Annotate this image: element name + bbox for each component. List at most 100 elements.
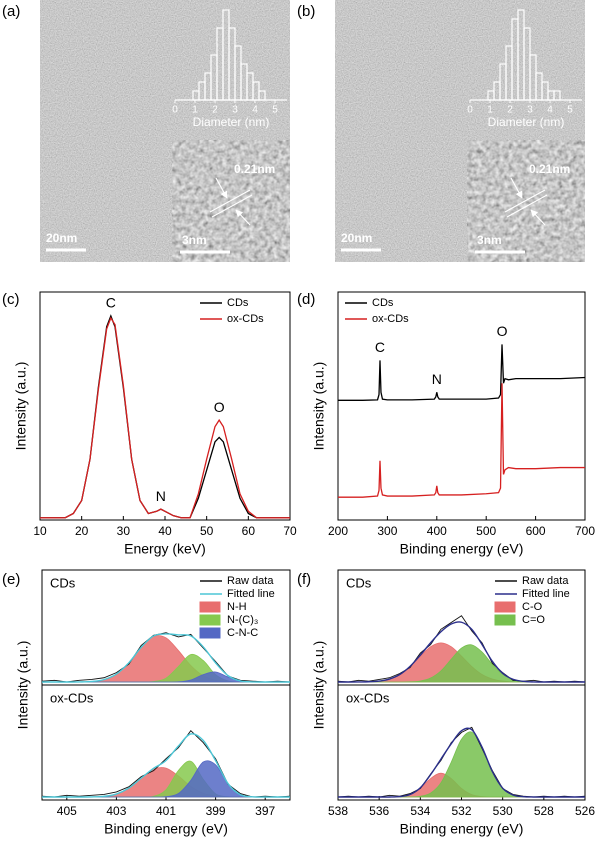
x-tick-label: 401: [156, 804, 176, 818]
scale-bar-label: 20nm: [341, 231, 372, 245]
legend-label: C-N-C: [227, 627, 258, 639]
arrow: [215, 177, 228, 199]
x-axis-title: Energy (keV): [124, 541, 206, 557]
x-tick-label: 300: [377, 524, 397, 538]
sample-label: CDs: [50, 575, 76, 590]
legend-label: ox-CDs: [227, 313, 264, 325]
histogram-tick-label: 5: [567, 105, 573, 116]
panel-label: (f): [297, 571, 311, 588]
legend-label: Fitted line: [227, 588, 275, 600]
x-tick-label: 530: [493, 804, 513, 818]
panel-label: (d): [297, 291, 315, 308]
legend-label: CDs: [227, 297, 249, 309]
legend-swatch: [199, 601, 221, 613]
series-line: [338, 383, 585, 498]
arrow: [530, 209, 546, 226]
x-axis-title: Binding energy (eV): [400, 541, 524, 557]
histogram-tick-label: 3: [232, 105, 238, 116]
panel-label: (e): [2, 571, 20, 588]
panel-label: (b): [297, 3, 315, 20]
peak-label: C: [375, 339, 385, 355]
x-tick-label: 700: [575, 524, 595, 538]
histogram-xlabel: Diameter (nm): [193, 115, 270, 129]
legend-swatch: [199, 627, 221, 639]
y-axis-title: Intensity (a.u.): [311, 362, 327, 451]
peak-label: O: [214, 399, 225, 415]
legend-label: Raw data: [522, 575, 569, 587]
peak-label: N: [156, 488, 166, 504]
x-tick-label: 10: [33, 524, 47, 538]
legend-label: Fitted line: [522, 588, 570, 600]
lattice-spacing-label: 0.21nm: [234, 162, 275, 176]
histogram-tick-label: 0: [172, 105, 178, 116]
x-tick-label: 70: [283, 524, 297, 538]
histogram-tick-label: 1: [192, 105, 198, 116]
x-tick-label: 538: [328, 804, 348, 818]
component-area: [337, 731, 585, 798]
raw-data-line: [41, 730, 291, 798]
x-tick-label: 397: [255, 804, 275, 818]
sample-label: ox-CDs: [50, 690, 94, 705]
histogram-tick-label: 3: [527, 105, 533, 116]
histogram-tick-label: 2: [212, 105, 218, 116]
inset-scale-bar-label: 3nm: [182, 233, 207, 247]
plot-frame: [39, 291, 291, 521]
peak-label: C: [106, 295, 116, 311]
x-tick-label: 50: [200, 524, 214, 538]
histogram-xlabel: Diameter (nm): [488, 115, 565, 129]
series-line: [40, 316, 290, 519]
x-tick-label: 532: [451, 804, 471, 818]
series-line: [338, 344, 586, 401]
fitted-line: [41, 633, 290, 683]
x-tick-label: 500: [476, 524, 496, 538]
x-tick-label: 30: [117, 524, 131, 538]
x-tick-label: 399: [206, 804, 226, 818]
plot-frame: [337, 291, 586, 521]
sample-label: ox-CDs: [346, 690, 390, 705]
legend-label: Raw data: [227, 575, 274, 587]
x-tick-label: 405: [57, 804, 77, 818]
legend-swatch: [494, 614, 516, 626]
x-tick-label: 534: [410, 804, 430, 818]
panel-label: (a): [2, 3, 20, 20]
legend-label: ox-CDs: [372, 313, 409, 325]
fitted-line: [337, 727, 585, 798]
histogram-tick-label: 4: [547, 105, 553, 116]
lattice-fringe: [504, 189, 546, 213]
inset-scale-bar-label: 3nm: [477, 233, 502, 247]
histogram-tick-label: 2: [507, 105, 513, 116]
sample-label: CDs: [346, 575, 372, 590]
lattice-fringe: [506, 194, 548, 218]
x-tick-label: 60: [242, 524, 256, 538]
scale-bar-label: 20nm: [46, 231, 77, 245]
legend-label: N-(C)₃: [227, 614, 258, 626]
histogram-tick-label: 0: [467, 105, 473, 116]
x-tick-label: 40: [158, 524, 172, 538]
fitted-line: [41, 733, 290, 798]
x-tick-label: 528: [534, 804, 554, 818]
x-axis-title: Binding energy (eV): [400, 821, 524, 837]
legend-label: C=O: [522, 614, 545, 626]
component-area: [41, 635, 290, 683]
peak-label: N: [432, 371, 442, 387]
x-axis-title: Binding energy (eV): [104, 821, 228, 837]
component-area: [337, 644, 585, 683]
x-tick-label: 600: [526, 524, 546, 538]
x-tick-label: 536: [369, 804, 389, 818]
arrow: [235, 209, 251, 226]
y-axis-title: Intensity (a.u.): [311, 641, 327, 730]
x-tick-label: 200: [328, 524, 348, 538]
y-axis-title: Intensity (a.u.): [15, 641, 31, 730]
x-tick-label: 403: [106, 804, 126, 818]
panel-label: (c): [2, 291, 20, 308]
legend-label: CDs: [372, 297, 394, 309]
arrow: [510, 177, 523, 199]
x-tick-label: 400: [427, 524, 447, 538]
histogram-tick-label: 5: [272, 105, 278, 116]
fitted-line: [337, 621, 585, 683]
lattice-spacing-label: 0.21nm: [529, 162, 570, 176]
y-axis-title: Intensity (a.u.): [13, 362, 29, 451]
histogram-tick-label: 4: [252, 105, 258, 116]
